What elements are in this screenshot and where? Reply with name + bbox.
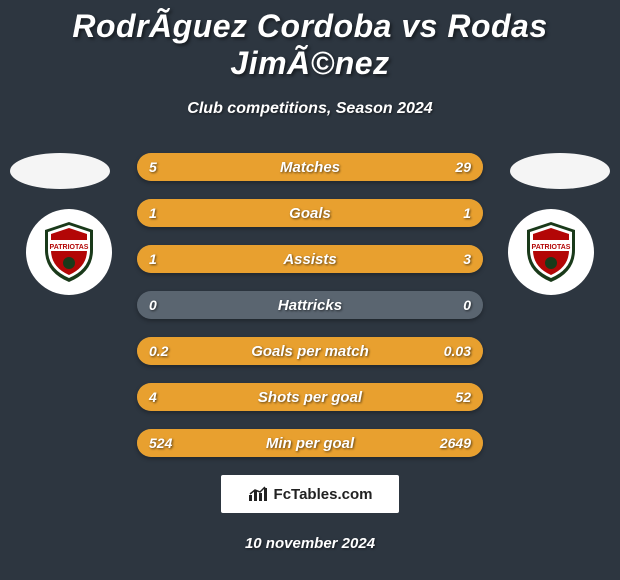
stat-row: 11Goals [137,199,483,227]
player-photo-right [510,153,610,189]
stat-label: Goals per match [137,337,483,365]
team-logo-right: PATRIOTAS [508,209,594,295]
shield-icon: PATRIOTAS [523,220,579,284]
stat-row: 5242649Min per goal [137,429,483,457]
comparison-date: 10 november 2024 [0,535,620,552]
svg-text:PATRIOTAS: PATRIOTAS [532,244,571,251]
player-photo-left [10,153,110,189]
stat-label: Shots per goal [137,383,483,411]
stat-label: Assists [137,245,483,273]
comparison-subtitle: Club competitions, Season 2024 [0,100,620,118]
svg-text:PATRIOTAS: PATRIOTAS [50,244,89,251]
stat-row: 00Hattricks [137,291,483,319]
stat-label: Min per goal [137,429,483,457]
chart-icon [248,486,268,502]
stat-label: Matches [137,153,483,181]
stat-row: 452Shots per goal [137,383,483,411]
stat-bars: 529Matches 11Goals 13Assists 00Hattricks 0.2… [137,153,483,457]
comparison-title: RodrÃ­guez Cordoba vs Rodas JimÃ©nez [0,0,620,82]
team-logo-left: PATRIOTAS [26,209,112,295]
stat-row: 529Matches [137,153,483,181]
stat-row: 0.20.03Goals per match [137,337,483,365]
comparison-content: PATRIOTAS PATRIOTAS 529Matches 11Goals 13A… [0,153,620,457]
fctables-logo: FcTables.com [221,475,399,513]
shield-icon: PATRIOTAS [41,220,97,284]
stat-label: Goals [137,199,483,227]
footer-brand-text: FcTables.com [274,486,373,503]
stat-row: 13Assists [137,245,483,273]
stat-label: Hattricks [137,291,483,319]
